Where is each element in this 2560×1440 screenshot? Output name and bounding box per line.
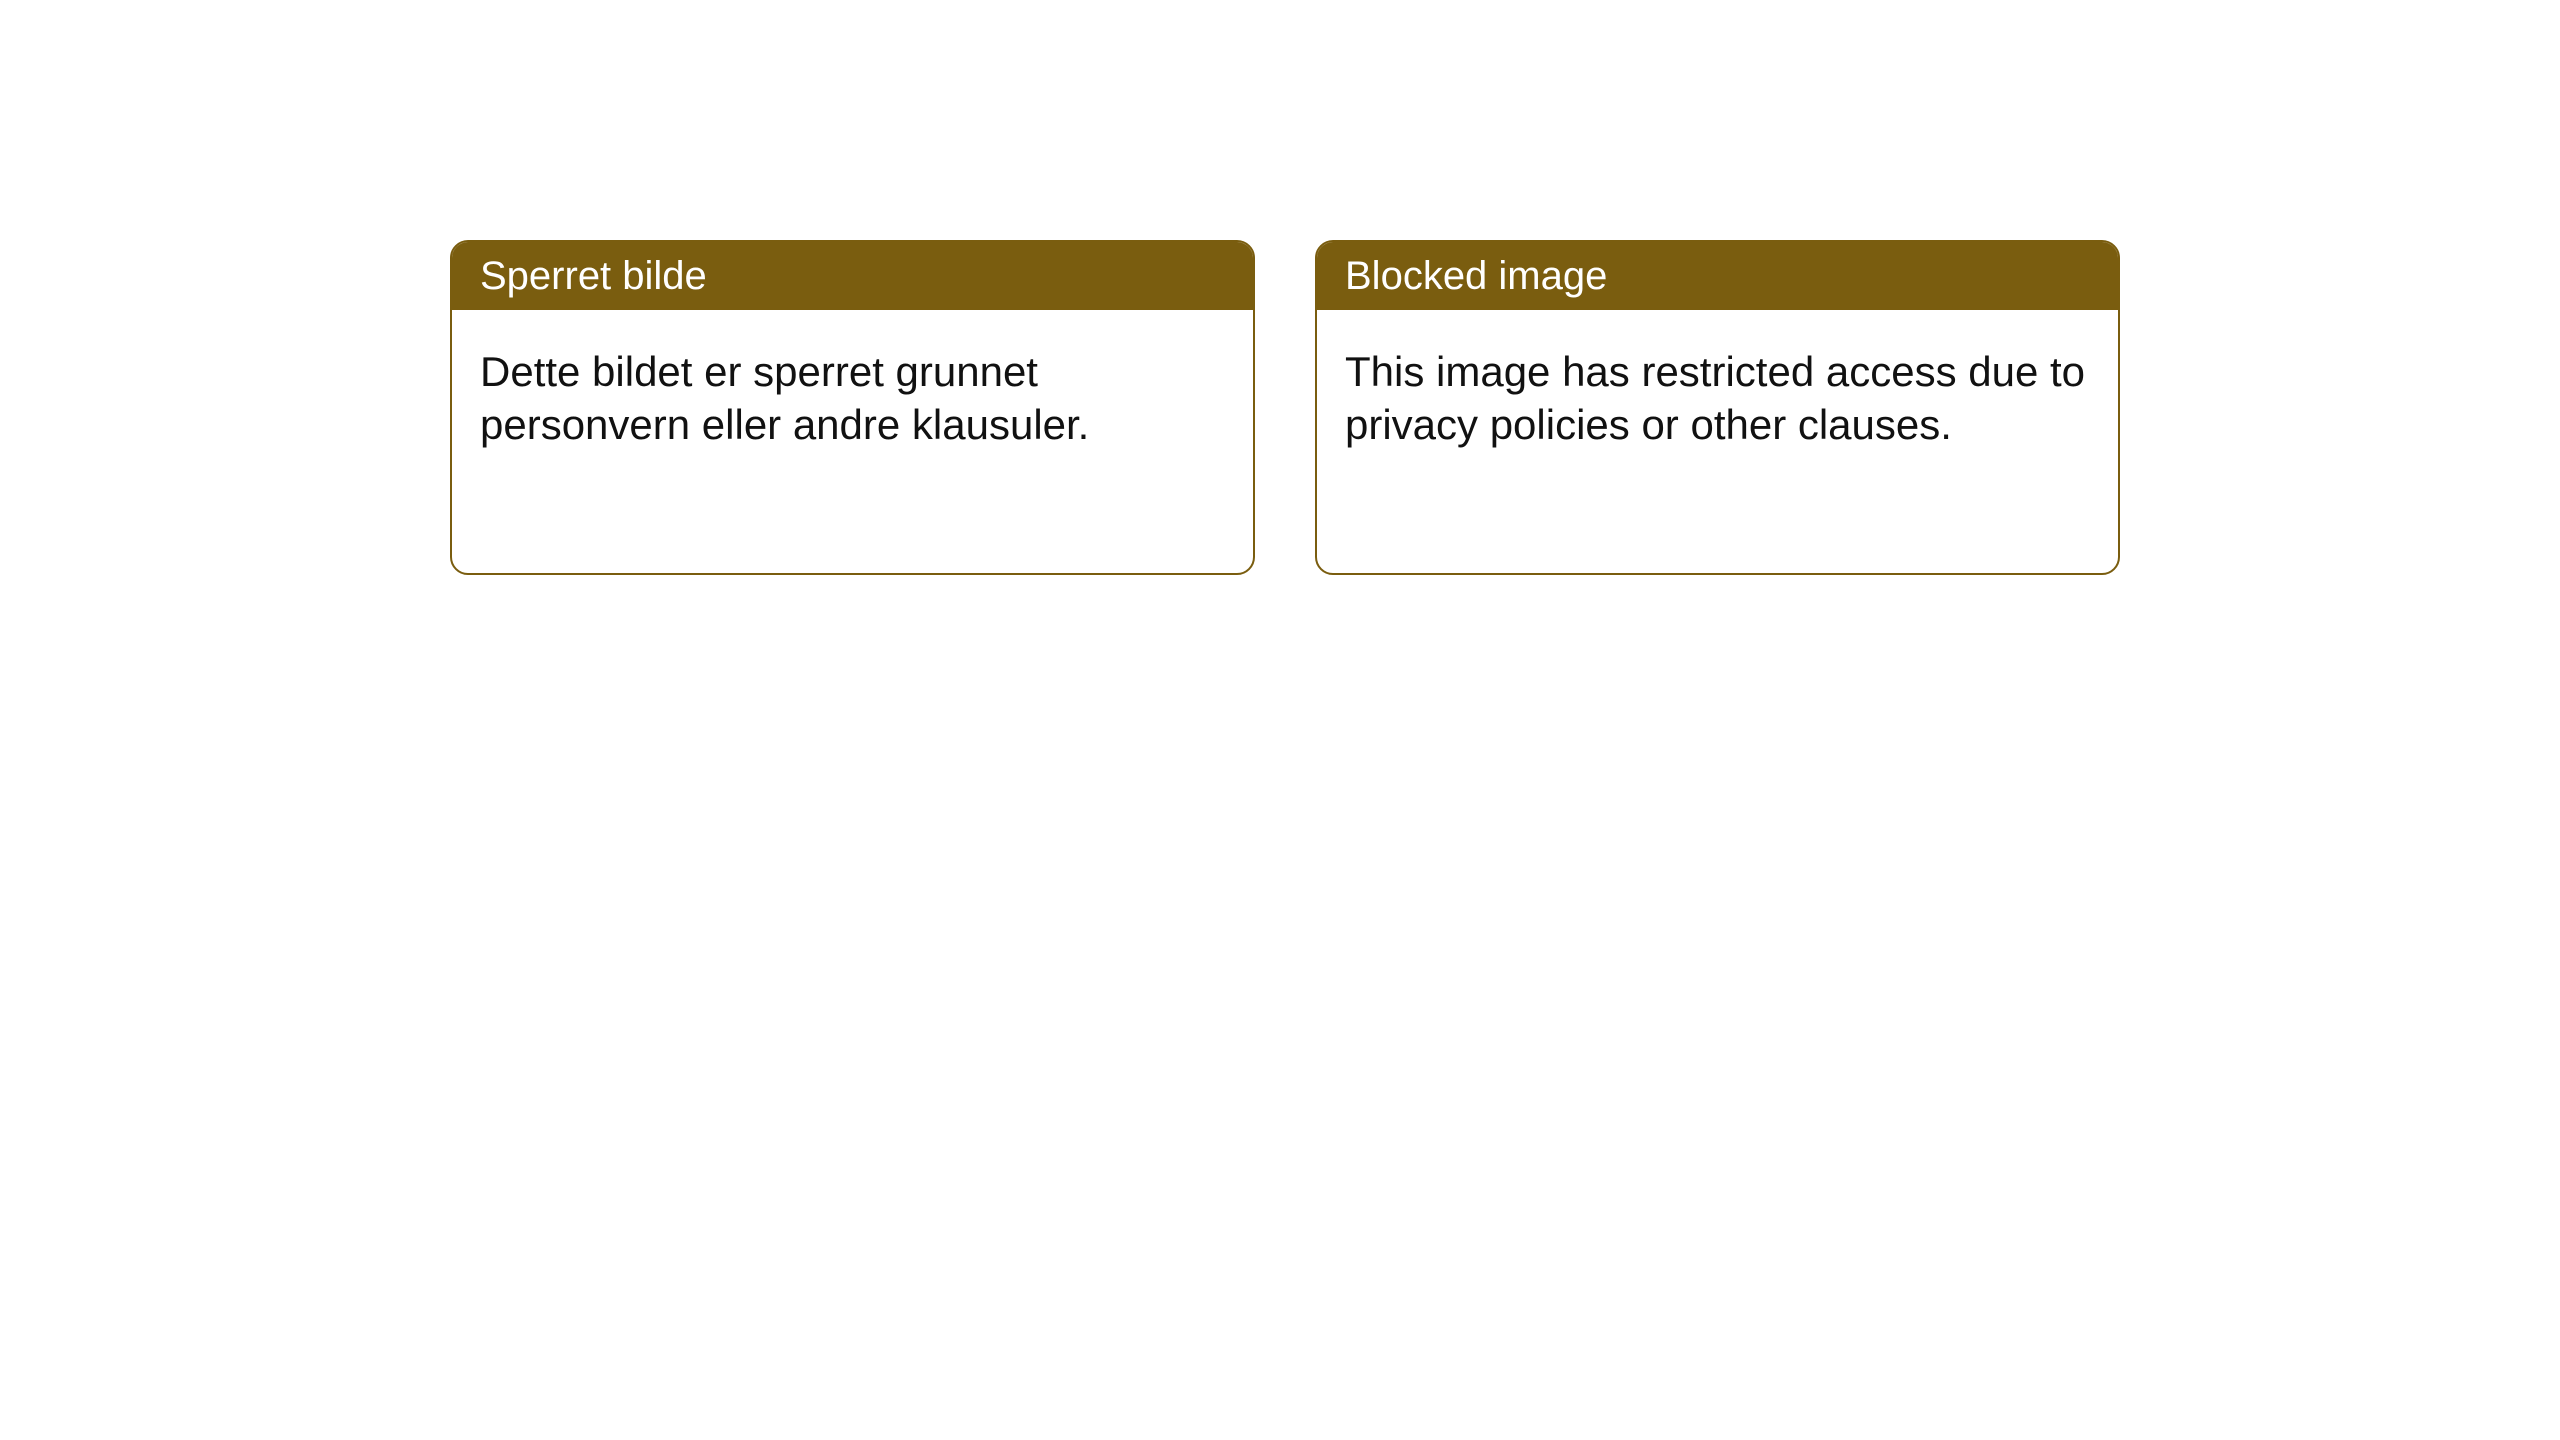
notice-body: Dette bildet er sperret grunnet personve… [452, 310, 1253, 487]
notice-header: Blocked image [1317, 242, 2118, 310]
notice-body: This image has restricted access due to … [1317, 310, 2118, 487]
notice-header: Sperret bilde [452, 242, 1253, 310]
notice-message: Dette bildet er sperret grunnet personve… [480, 348, 1089, 448]
notice-title: Sperret bilde [480, 254, 707, 298]
notice-container: Sperret bilde Dette bildet er sperret gr… [450, 240, 2120, 575]
notice-card-norwegian: Sperret bilde Dette bildet er sperret gr… [450, 240, 1255, 575]
notice-card-english: Blocked image This image has restricted … [1315, 240, 2120, 575]
notice-title: Blocked image [1345, 254, 1607, 298]
notice-message: This image has restricted access due to … [1345, 348, 2085, 448]
